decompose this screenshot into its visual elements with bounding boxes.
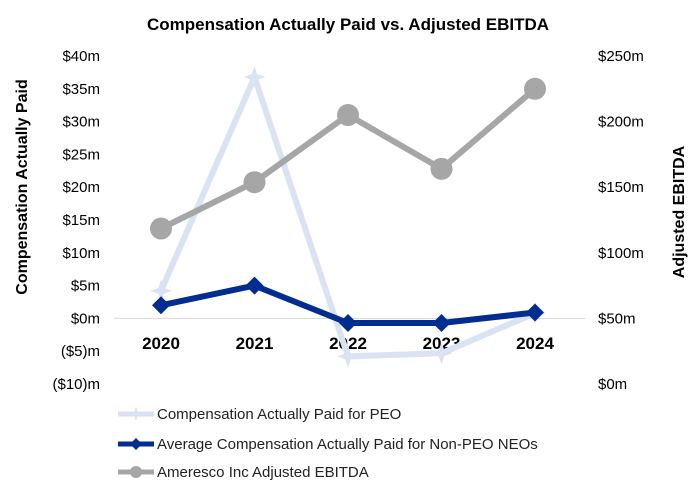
- y-tick-left-label: $10m: [62, 245, 100, 262]
- data-point-star: [430, 342, 453, 365]
- y-axis-right-ticks: $250m $200m $150m $100m $50m $0m: [598, 48, 644, 393]
- y-tick-right-label: $150m: [598, 179, 644, 196]
- y-tick-left-label: ($10)m: [52, 376, 100, 393]
- data-point-circle: [430, 157, 453, 180]
- y-axis-left-ticks: $40m $35m $30m $25m $20m $15m $10m $5m $0m ($5)m (…: [52, 48, 100, 393]
- legend-label: Average Compensation Actually Paid for N…: [157, 436, 538, 453]
- data-point-circle: [337, 104, 359, 127]
- y-tick-right-label: $200m: [598, 114, 644, 131]
- legend-label: Compensation Actually Paid for PEO: [157, 406, 401, 423]
- data-point-circle: [524, 77, 546, 100]
- data-point-diamond: [526, 303, 544, 322]
- y-tick-left-label: $5m: [71, 278, 100, 295]
- data-point-star: [129, 407, 143, 421]
- y-tick-left-label: $20m: [62, 179, 100, 196]
- x-category-label: 2021: [236, 334, 274, 353]
- data-point-diamond: [339, 313, 357, 332]
- y-tick-left-label: $40m: [62, 48, 100, 65]
- y-tick-right-label: $50m: [598, 310, 636, 327]
- data-point-circle: [150, 217, 172, 240]
- y-tick-left-label: $0m: [71, 310, 100, 327]
- series-2: [150, 77, 546, 240]
- y-tick-left-label: $35m: [62, 81, 100, 98]
- data-point-circle: [130, 466, 142, 478]
- data-point-star: [337, 345, 359, 368]
- y-tick-right-label: $100m: [598, 245, 644, 262]
- y-tick-right-label: $0m: [598, 376, 627, 393]
- y-axis-left-title: Compensation Actually Paid: [14, 79, 31, 294]
- y-tick-right-label: $250m: [598, 48, 644, 65]
- legend-label: Ameresco Inc Adjusted EBITDA: [157, 464, 369, 481]
- data-point-diamond: [152, 296, 170, 315]
- data-point-star: [150, 279, 172, 302]
- y-tick-left-label: ($5)m: [61, 343, 100, 360]
- data-point-star: [243, 66, 266, 88]
- data-point-diamond: [432, 313, 451, 332]
- y-axis-right-title: Adjusted EBITDA: [671, 145, 688, 278]
- data-point-circle: [243, 171, 266, 194]
- x-category-label: 2022: [329, 334, 367, 353]
- series-layer: [150, 66, 546, 368]
- y-tick-left-label: $30m: [62, 114, 100, 131]
- y-tick-left-label: $25m: [62, 146, 100, 163]
- data-point-diamond: [245, 276, 264, 295]
- legend-item: Ameresco Inc Adjusted EBITDA: [118, 464, 369, 481]
- legend-item: Average Compensation Actually Paid for N…: [118, 436, 538, 453]
- x-category-label: 2020: [142, 334, 180, 353]
- x-category-label: 2024: [516, 334, 554, 353]
- chart-title: Compensation Actually Paid vs. Adjusted …: [147, 15, 549, 34]
- legend-item: Compensation Actually Paid for PEO: [118, 406, 401, 423]
- data-point-diamond: [130, 438, 142, 450]
- legend: Compensation Actually Paid for PEO Averag…: [118, 406, 538, 481]
- series-1: [152, 276, 544, 332]
- y-tick-left-label: $15m: [62, 212, 100, 229]
